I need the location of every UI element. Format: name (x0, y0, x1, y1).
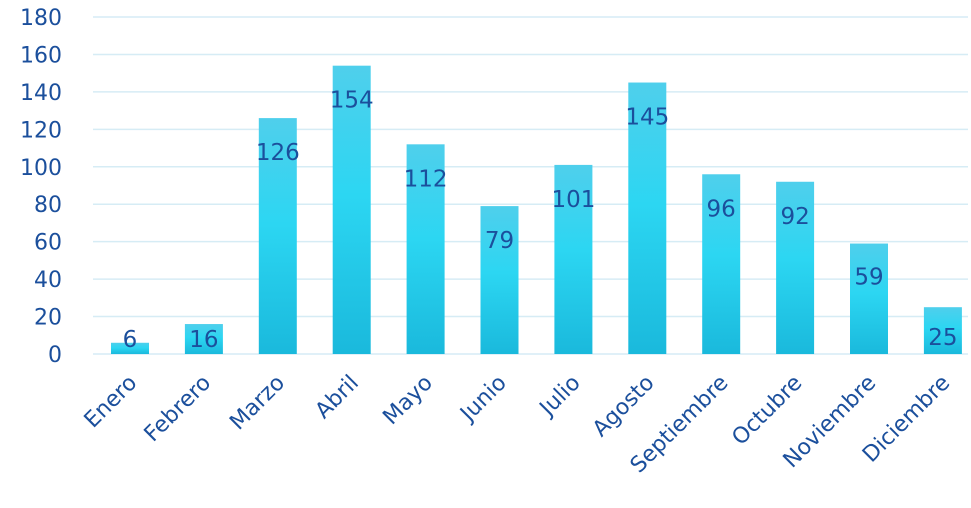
bar (332, 65, 371, 354)
bar (776, 181, 815, 354)
data-label: 92 (780, 204, 809, 230)
bar (111, 342, 149, 354)
x-tick-label: Mayo (378, 371, 437, 430)
x-tick-label: Enero (80, 371, 143, 434)
bar (702, 174, 741, 354)
y-tick-label: 140 (20, 81, 62, 106)
y-tick-label: 160 (20, 43, 62, 68)
data-label: 112 (404, 166, 448, 192)
bar (850, 243, 888, 354)
y-tick-label: 80 (34, 193, 62, 218)
bar (184, 324, 223, 354)
x-tick-label: Agosto (588, 371, 659, 442)
y-tick-label: 60 (34, 231, 62, 256)
bar (480, 206, 519, 354)
y-tick-label: 40 (34, 268, 62, 293)
x-tick-label: Julio (534, 371, 586, 423)
bars (111, 65, 962, 355)
data-label: 16 (189, 327, 218, 353)
data-label: 6 (123, 327, 138, 353)
bar (258, 118, 297, 354)
data-label: 59 (854, 265, 883, 291)
data-label: 79 (485, 228, 514, 254)
bar (923, 307, 962, 354)
gridlines (93, 16, 968, 355)
x-tick-label: Junio (455, 371, 512, 428)
y-tick-label: 180 (20, 6, 62, 31)
bar (554, 164, 593, 354)
data-label: 25 (928, 325, 957, 351)
data-label: 101 (551, 187, 595, 213)
y-tick-label: 120 (20, 118, 62, 143)
y-tick-label: 100 (20, 156, 62, 181)
y-tick-label: 0 (48, 343, 62, 368)
bar (628, 82, 667, 355)
x-tick-label: Marzo (225, 371, 290, 436)
data-label: 126 (256, 140, 300, 166)
data-label: 96 (707, 196, 736, 222)
data-label: 145 (625, 105, 669, 131)
data-labels: 6 16 126 154 112 79 101 145 96 92 59 25 (123, 88, 958, 353)
x-tick-label: Abril (311, 371, 364, 424)
x-tick-label: Febrero (140, 371, 216, 447)
data-label: 154 (330, 88, 374, 114)
y-axis: 0 20 40 60 80 100 120 140 160 180 (20, 6, 62, 368)
y-tick-label: 20 (34, 306, 62, 331)
bar (406, 144, 445, 354)
